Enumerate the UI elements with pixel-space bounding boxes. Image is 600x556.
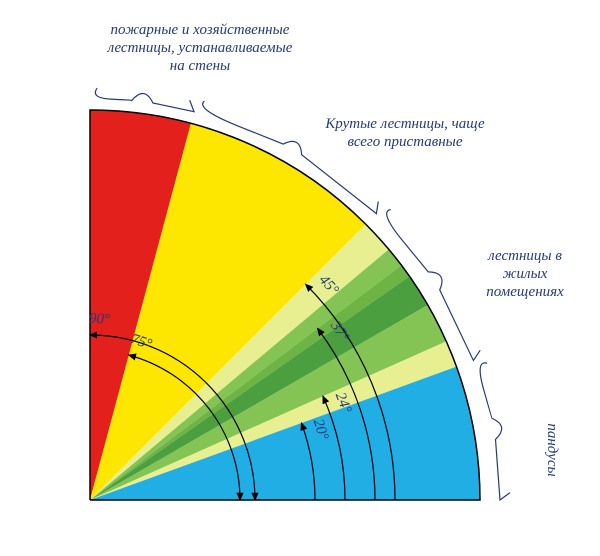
brace-0 <box>95 88 194 112</box>
outer-label-0-line-2: на стены <box>170 58 230 74</box>
outer-label-1: Крутые лестницы, чаще всего приставные <box>324 116 485 150</box>
outer-label-0: пожарные и хозяйственные лестницы, устана… <box>107 22 293 74</box>
outer-label-1-line-0: Крутые лестницы, чаще <box>324 116 485 132</box>
angle-label-90: 90° <box>89 311 111 328</box>
brace-3 <box>480 363 510 500</box>
outer-label-2: лестницы в жилых помещениях <box>486 248 564 300</box>
outer-label-2-line-1: жилых <box>503 266 548 282</box>
outer-label-3-line-0: пандусы <box>544 423 560 476</box>
outer-label-2-line-0: лестницы в <box>487 248 562 264</box>
outer-label-3: пандусы <box>544 423 560 476</box>
outer-label-1-line-1: всего приставные <box>348 134 463 150</box>
outer-label-0-line-1: лестницы, устанавливаемые <box>107 40 293 56</box>
outer-label-0-line-0: пожарные и хозяйственные <box>111 22 290 38</box>
outer-label-2-line-2: помещениях <box>486 284 564 300</box>
stair-angle-diagram: 90°75°45°37°24°20° пожарные и хозяйствен… <box>0 0 600 556</box>
sectors <box>90 110 480 500</box>
